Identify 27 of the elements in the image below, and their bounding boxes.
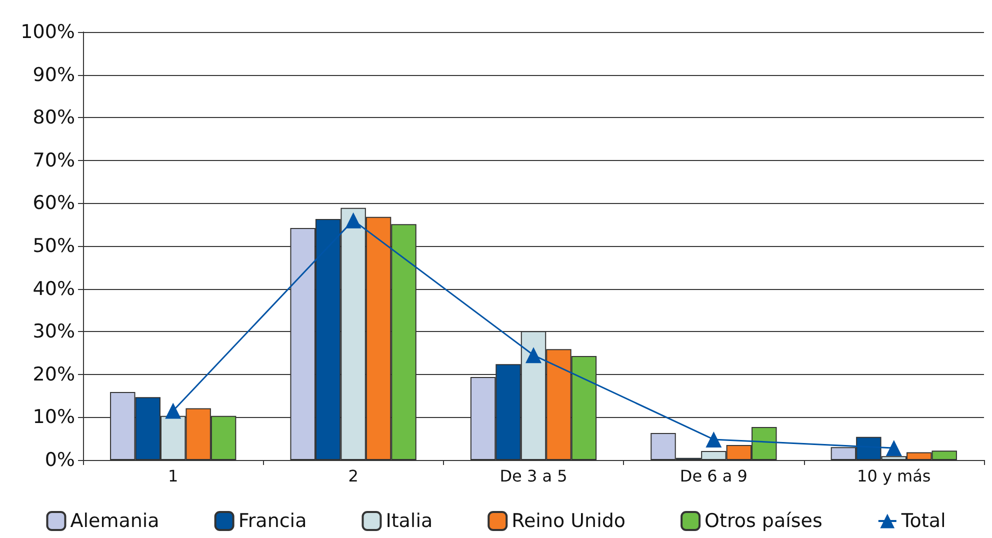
legend-label: Total (900, 510, 946, 532)
x-tick-label: 2 (348, 466, 358, 486)
legend-label: Otros países (704, 510, 822, 532)
y-tick-label: 0% (44, 449, 75, 471)
legend-label: Reino Unido (512, 510, 626, 532)
y-tick-label: 10% (32, 406, 75, 428)
point (706, 431, 722, 448)
legend-label: Francia (238, 510, 307, 532)
y-tick-label: 40% (32, 278, 75, 300)
y-tick-label: 30% (32, 320, 75, 343)
point (526, 347, 542, 364)
point (165, 402, 182, 419)
y-tick-label: 50% (32, 235, 75, 257)
x-tick-label: 1 (168, 466, 178, 486)
legend-label: Italia (386, 510, 433, 532)
y-tick-label: 80% (32, 106, 75, 129)
x-tick-label: De 3 a 5 (500, 466, 568, 486)
point (345, 212, 362, 228)
x-tick-label: De 6 a 9 (680, 466, 748, 486)
y-tick-label: 100% (20, 21, 75, 43)
y-tick-label: 60% (32, 192, 75, 214)
y-tick-label: 20% (32, 363, 75, 386)
y-tick-label: 70% (32, 149, 75, 172)
point (886, 440, 902, 456)
y-tick-label: 90% (32, 64, 75, 86)
x-tick-label: 10 y más (857, 466, 931, 486)
legend-label: Alemania (70, 510, 160, 532)
